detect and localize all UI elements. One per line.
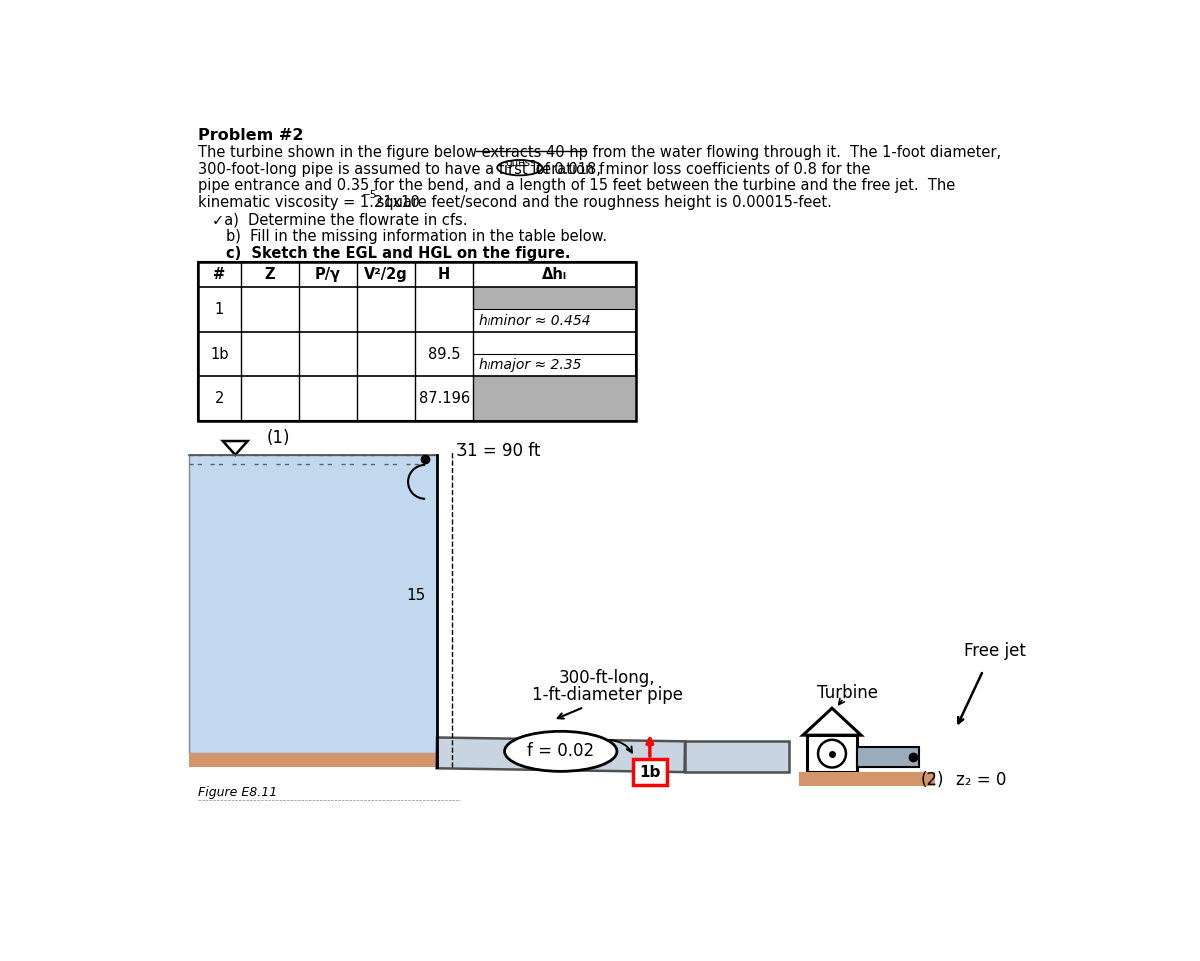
Text: hₗminor ≈ 0.454: hₗminor ≈ 0.454 (479, 313, 592, 328)
Text: 300-ft-long,: 300-ft-long, (559, 669, 655, 687)
Polygon shape (223, 441, 247, 455)
Text: c)  Sketch the EGL and HGL on the figure.: c) Sketch the EGL and HGL on the figure. (226, 246, 570, 261)
Text: 1-ft-diameter pipe: 1-ft-diameter pipe (532, 686, 683, 703)
Text: Turbine: Turbine (817, 684, 878, 702)
Bar (198, 262, 636, 421)
Polygon shape (685, 741, 790, 772)
Text: guess: guess (505, 158, 535, 167)
Text: (2): (2) (920, 771, 944, 789)
Text: 1b: 1b (210, 347, 229, 361)
Bar (188, 752, 437, 767)
Text: b)  Fill in the missing information in the table below.: b) Fill in the missing information in th… (226, 230, 607, 244)
Polygon shape (803, 708, 862, 735)
Text: square feet/second and the roughness height is 0.00015-feet.: square feet/second and the roughness hei… (372, 195, 832, 210)
Bar (799, 772, 935, 786)
Polygon shape (857, 747, 919, 767)
Text: 89.5: 89.5 (428, 347, 461, 361)
Bar (632, 759, 667, 785)
Text: −5: −5 (361, 190, 377, 200)
Text: Figure E8.11: Figure E8.11 (198, 786, 277, 799)
Text: 300-foot-long pipe is assumed to have a first iteration f: 300-foot-long pipe is assumed to have a … (198, 161, 604, 177)
Bar (473, 287, 636, 309)
Text: Z: Z (264, 267, 275, 283)
Text: Δhₗ: Δhₗ (542, 267, 568, 283)
Text: hₗmajor ≈ 2.35: hₗmajor ≈ 2.35 (479, 358, 582, 372)
Text: P/γ: P/γ (314, 267, 341, 283)
Text: pipe entrance and 0.35 for the bend, and a length of 15 feet between the turbine: pipe entrance and 0.35 for the bend, and… (198, 179, 955, 193)
Text: 2: 2 (215, 391, 224, 407)
Bar (473, 377, 636, 421)
Text: #: # (214, 267, 226, 283)
Text: f = 0.02: f = 0.02 (527, 742, 594, 760)
Text: H: H (438, 267, 450, 283)
Text: Ʒ1 = 90 ft: Ʒ1 = 90 ft (456, 442, 540, 460)
Text: 1b: 1b (640, 765, 660, 779)
Circle shape (818, 740, 846, 768)
Text: V²/2g: V²/2g (364, 267, 408, 283)
Bar (198, 262, 636, 421)
Text: of 0.018, minor loss coefficients of 0.8 for the: of 0.018, minor loss coefficients of 0.8… (532, 161, 871, 177)
Text: kinematic viscosity = 1.21x10: kinematic viscosity = 1.21x10 (198, 195, 420, 210)
Bar (806, 735, 857, 772)
Text: ✓a)  Determine the flowrate in cfs.: ✓a) Determine the flowrate in cfs. (212, 212, 468, 228)
Bar (188, 455, 437, 752)
Polygon shape (437, 737, 685, 772)
Text: The turbine shown in the figure below extracts 40 hp from the water flowing thro: The turbine shown in the figure below ex… (198, 144, 1001, 160)
Ellipse shape (504, 731, 617, 772)
Text: 15: 15 (406, 588, 425, 603)
Text: Problem #2: Problem #2 (198, 128, 304, 142)
Text: 87.196: 87.196 (419, 391, 469, 407)
Text: 1: 1 (215, 302, 224, 317)
Text: z₂ = 0: z₂ = 0 (955, 771, 1006, 789)
Text: (1): (1) (266, 429, 289, 447)
Text: Free jet: Free jet (964, 642, 1026, 660)
